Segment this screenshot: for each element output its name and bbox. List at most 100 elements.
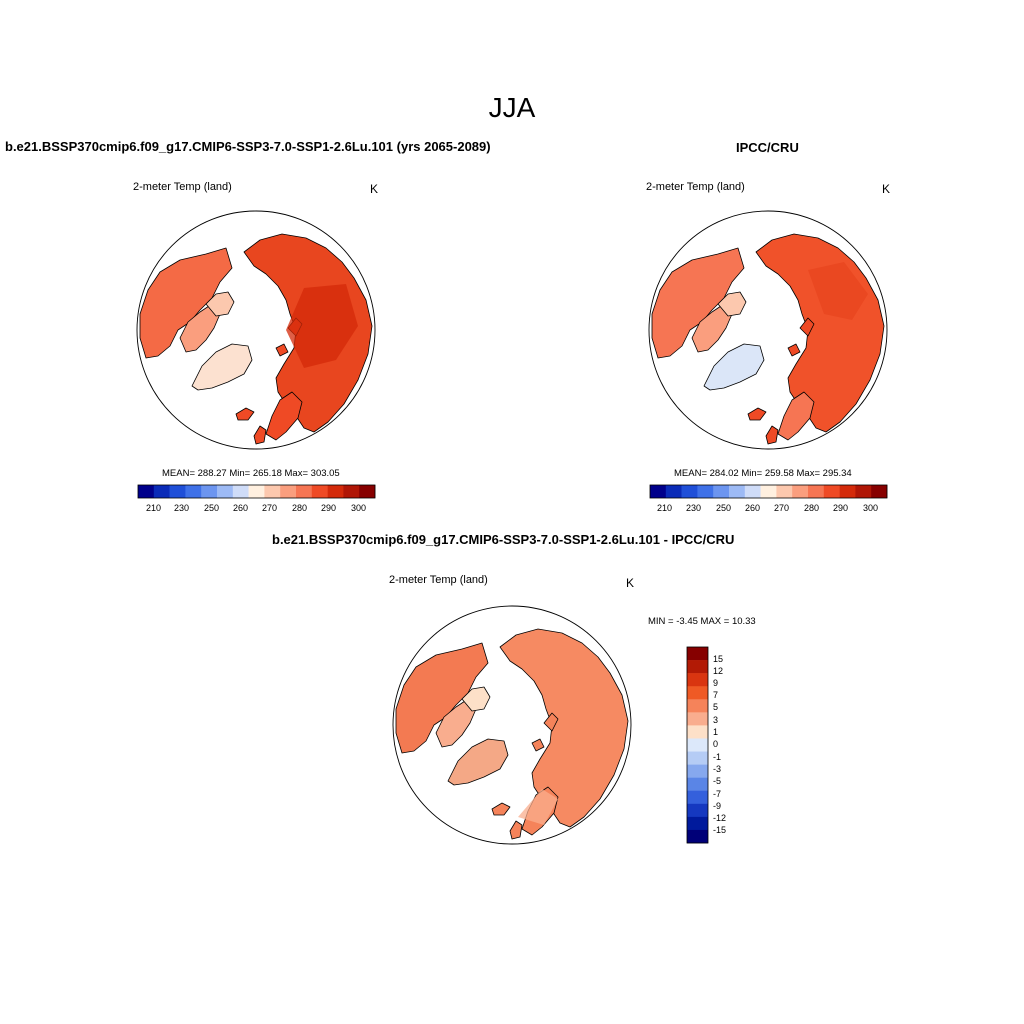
land-canada xyxy=(435,698,477,748)
colorbar-box xyxy=(343,485,360,498)
panel-3-tick: 0 xyxy=(713,739,719,749)
land-namerica xyxy=(651,247,745,359)
main-title: JJA xyxy=(488,92,536,123)
colorbar-box xyxy=(687,738,708,752)
colorbar-outline xyxy=(137,484,376,499)
panel-1-variable-label: 2-meter Temp (land) xyxy=(133,181,232,193)
panel-2-units-label: K xyxy=(882,182,891,196)
panel-1-tick: 290 xyxy=(321,503,337,513)
land-scandinavia xyxy=(777,391,815,441)
colorbar-box xyxy=(776,485,793,498)
colorbar-box xyxy=(217,485,234,498)
colorbar-box xyxy=(687,751,708,765)
colorbar-box xyxy=(687,712,708,726)
colorbar-box xyxy=(681,485,698,498)
panel-3-tick: 7 xyxy=(713,690,719,700)
land-namerica xyxy=(139,247,233,359)
panel-2-polar-map xyxy=(648,210,888,450)
colorbar-box xyxy=(687,647,708,661)
panel-3-tick: -12 xyxy=(713,813,727,823)
colorbar-box xyxy=(687,660,708,674)
colorbar-box xyxy=(839,485,856,498)
land-greenland xyxy=(191,343,253,391)
land-arcticIs xyxy=(205,291,235,317)
colorbar-box xyxy=(687,803,708,818)
colorbar-box xyxy=(687,686,708,700)
colorbar-box xyxy=(169,485,186,498)
panel-2-title: IPCC/CRU xyxy=(736,140,799,155)
panel-2-colorbar xyxy=(649,484,888,499)
panel-3-tick: 15 xyxy=(713,654,724,664)
panel-2-variable-label: 2-meter Temp (land) xyxy=(646,181,745,193)
colorbar-box xyxy=(201,485,218,498)
panel-1-title: b.e21.BSSP370cmip6.f09_g17.CMIP6-SSP3-7.… xyxy=(5,139,491,154)
panel-3-title: b.e21.BSSP370cmip6.f09_g17.CMIP6-SSP3-7.… xyxy=(272,532,735,547)
colorbar-box xyxy=(760,485,777,498)
colorbar-box xyxy=(296,485,313,498)
land-uk xyxy=(509,820,523,840)
land-iceland xyxy=(491,802,511,816)
colorbar-box xyxy=(264,485,281,498)
colorbar-box xyxy=(311,485,328,498)
panel-3-tick: -1 xyxy=(713,752,722,762)
land-arcticIs xyxy=(461,686,491,712)
colorbar-box xyxy=(855,485,872,498)
colorbar-box xyxy=(650,485,667,498)
panel-3-stats: MIN = -3.45 MAX = 10.33 xyxy=(648,616,756,627)
scandinavia-anomaly xyxy=(518,789,558,825)
map-land-layer xyxy=(137,211,375,449)
panel-2-stats: MEAN= 284.02 Min= 259.58 Max= 295.34 xyxy=(674,468,852,479)
panel-1-units-label: K xyxy=(370,182,379,196)
land-svalbard xyxy=(787,343,801,357)
land-svalbard xyxy=(531,738,545,752)
colorbar-box xyxy=(327,485,344,498)
panel-1-colorbar xyxy=(137,484,376,499)
land-namerica xyxy=(395,642,489,754)
panel-3-tick: -15 xyxy=(713,825,727,835)
land-canada xyxy=(691,303,733,353)
panel-3-tick: -3 xyxy=(713,764,722,774)
panel-2-tick: 290 xyxy=(833,503,849,513)
panel-1-tick: 230 xyxy=(174,503,190,513)
panel-1-tick: 260 xyxy=(233,503,249,513)
panel-1-tick: 210 xyxy=(146,503,162,513)
colorbar-box xyxy=(687,699,708,713)
panel-3-tick: 3 xyxy=(713,715,719,725)
land-novaya xyxy=(543,712,559,732)
land-svalbard xyxy=(275,343,289,357)
colorbar-box xyxy=(248,485,265,498)
panel-2-tick: 260 xyxy=(745,503,761,513)
colorbar-box xyxy=(713,485,730,498)
colorbar-box xyxy=(185,485,202,498)
colorbar-box xyxy=(359,485,376,498)
colorbar-box xyxy=(697,485,714,498)
map-border xyxy=(648,210,888,450)
colorbar-box xyxy=(138,485,155,498)
land-eurasia xyxy=(499,628,629,828)
panel-3-tick: 9 xyxy=(713,678,719,688)
map-border xyxy=(136,210,376,450)
panel-1-tick: 300 xyxy=(351,503,367,513)
colorbar-box xyxy=(687,764,708,778)
land-iceland xyxy=(235,407,255,421)
colorbar-box xyxy=(729,485,746,498)
panel-3-variable-label: 2-meter Temp (land) xyxy=(389,574,488,586)
colorbar-box xyxy=(687,725,708,739)
panel-1-tick: 280 xyxy=(292,503,308,513)
map-border xyxy=(392,605,632,845)
panel-3-polar-map xyxy=(392,605,632,845)
land-canada xyxy=(179,303,221,353)
colorbar-box xyxy=(232,485,249,498)
colorbar-box xyxy=(665,485,682,498)
panel-3-tick: 1 xyxy=(713,727,719,737)
land-scandinavia xyxy=(265,391,303,441)
land-iceland xyxy=(747,407,767,421)
panel-1-polar-map xyxy=(136,210,376,450)
colorbar-box xyxy=(871,485,888,498)
colorbar-box xyxy=(687,777,708,792)
colorbar-box xyxy=(687,829,708,844)
colorbar-box xyxy=(687,673,708,687)
colorbar-outline xyxy=(649,484,888,499)
panel-2-tick: 300 xyxy=(863,503,879,513)
colorbar-outline xyxy=(686,646,709,844)
